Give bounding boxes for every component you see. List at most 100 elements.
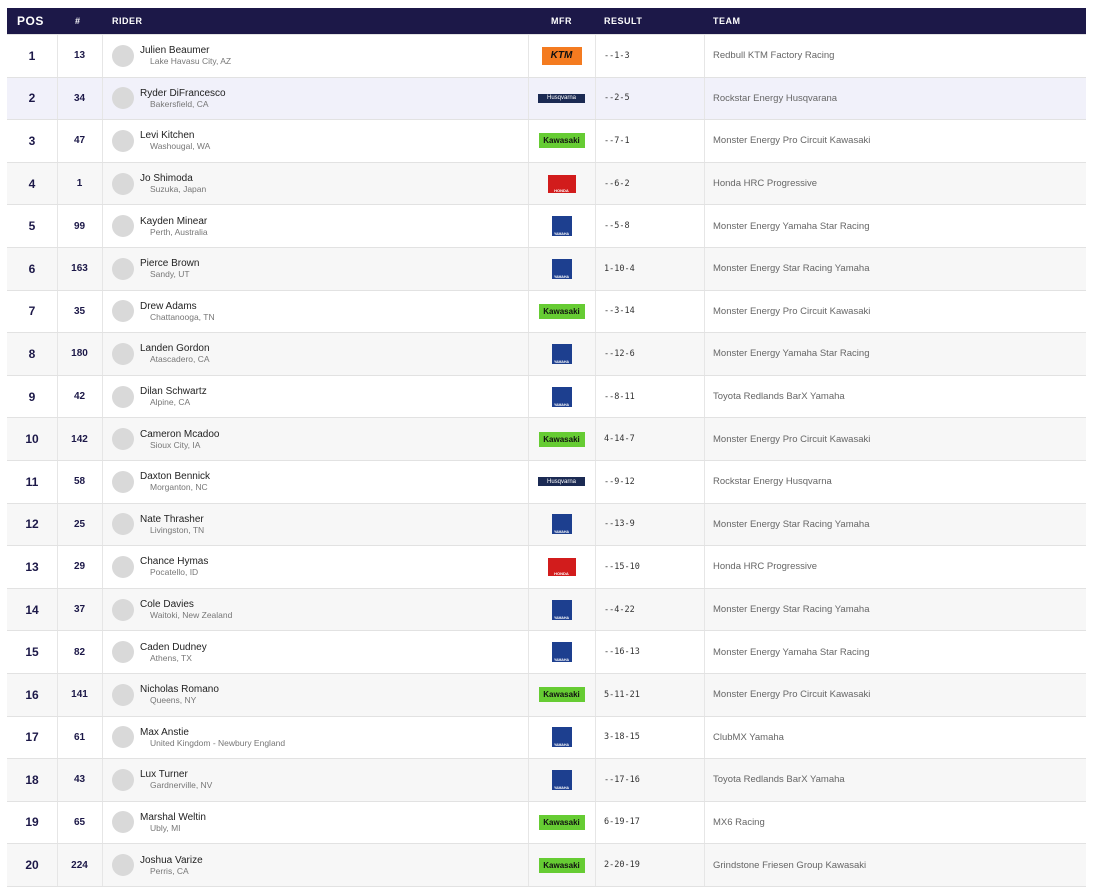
rider-text: Daxton Bennick Morganton, NC [140,471,210,492]
manufacturer-cell: KTM [528,35,595,77]
column-divider [595,205,596,247]
manufacturer-cell: YAMAHA [528,759,595,801]
team: Grindstone Friesen Group Kawasaki [713,859,867,871]
rider-name: Dilan Schwartz [140,386,207,398]
manufacturer-cell: Kawasaki [528,291,595,333]
rider-avatar [112,641,134,664]
column-divider [704,375,705,418]
rider-cell: Jo Shimoda Suzuka, Japan [112,163,532,205]
rider-number: 42 [73,391,86,403]
result-row: 16 141 Nicholas Romano Queens, NY Kawasaki 5-… [7,673,1086,717]
rider-name: Joshua Varize [140,854,203,866]
result: --6-2 [604,178,630,189]
result: --13-9 [604,519,635,530]
rider-avatar [112,683,134,706]
rider-text: Ryder DiFrancesco Bakersfield, CA [140,88,226,109]
rider-name: Caden Dudney [140,641,207,653]
rider-name: Jo Shimoda [140,173,193,185]
column-divider [528,247,529,290]
column-divider [704,631,705,673]
column-divider [102,716,103,759]
rider-name: Nate Thrasher [140,513,204,525]
column-divider [102,205,103,247]
position: 3 [28,133,36,148]
manufacturer-cell: Husqvarna [528,461,595,503]
rider-text: Nate Thrasher Livingston, TN [140,514,204,535]
rider-number: 180 [71,348,88,360]
rider-text: Cole Davies Waitoki, New Zealand [140,599,232,620]
column-divider [102,546,103,588]
rider-cell: Ryder DiFrancesco Bakersfield, CA [112,78,532,120]
column-divider [528,418,529,460]
column-divider [102,759,103,801]
rider-text: Landen Gordon Atascadero, CA [140,343,210,364]
column-divider [57,375,58,418]
rider-name: Chance Hymas [140,556,209,568]
manufacturer-logo: Husqvarna [538,93,585,103]
column-divider [595,503,596,546]
rider-text: Drew Adams Chattanooga, TN [140,301,215,322]
rider-name: Max Anstie [140,726,189,738]
manufacturer-logo: Kawasaki [538,133,585,149]
manufacturer-cell: Kawasaki [528,120,595,162]
rider-avatar [112,385,134,408]
column-divider [57,120,58,162]
position: 12 [25,517,39,532]
column-divider [528,162,529,205]
column-divider [595,716,596,759]
column-divider [57,77,58,120]
manufacturer-logo: HONDA [547,557,576,576]
manufacturer-cell: YAMAHA [528,631,595,673]
rider-name: Cameron Mcadoo [140,428,220,440]
rider-number: 13 [73,50,86,62]
manufacturer-logo: Kawasaki [538,814,585,830]
rider-name: Ryder DiFrancesco [140,87,226,99]
result-row: 9 42 Dilan Schwartz Alpine, CA YAMAHA --8-11 T… [7,375,1086,419]
column-divider [102,801,103,844]
column-divider [102,503,103,546]
column-divider [595,35,596,77]
team: Rockstar Energy Husqvarna [713,476,832,488]
rider-avatar [112,555,134,578]
column-divider [595,673,596,716]
result: --16-13 [604,647,640,658]
rider-number: 99 [73,220,86,232]
team: Redbull KTM Factory Racing [713,50,835,62]
manufacturer-cell: YAMAHA [528,333,595,375]
position: 14 [25,602,39,617]
result: --1-3 [604,50,630,61]
rider-text: Marshal Weltin Ubly, MI [140,812,206,833]
column-divider [595,418,596,460]
position: 13 [25,559,39,574]
column-divider [595,162,596,205]
column-divider [57,247,58,290]
column-divider [528,588,529,631]
result-row: 2 34 Ryder DiFrancesco Bakersfield, CA Husqv… [7,77,1086,121]
hometown: Chattanooga, TN [150,311,215,322]
team: Monster Energy Yamaha Star Racing [713,646,870,658]
team: Toyota Redlands BarX Yamaha [713,391,845,403]
result: --4-22 [604,604,635,615]
rider-cell: Daxton Bennick Morganton, NC [112,461,532,503]
manufacturer-logo: Kawasaki [538,431,585,447]
column-divider [595,759,596,801]
position: 17 [25,730,39,745]
column-divider [102,588,103,631]
column-divider [57,759,58,801]
hometown: Athens, TX [150,652,192,663]
rider-avatar [112,811,134,834]
column-divider [704,247,705,290]
team: Monster Energy Star Racing Yamaha [713,604,870,616]
manufacturer-cell: Kawasaki [528,418,595,460]
rider-text: Pierce Brown Sandy, UT [140,258,199,279]
result-row: 19 65 Marshal Weltin Ubly, MI Kawasaki 6-19-1… [7,801,1086,845]
manufacturer-logo: YAMAHA [551,769,572,790]
result: --17-16 [604,774,640,785]
column-divider [704,503,705,546]
manufacturer-cell: HONDA [528,546,595,588]
column-divider [595,120,596,162]
manufacturer-cell: YAMAHA [528,504,595,546]
position: 15 [25,645,39,660]
column-divider [704,418,705,460]
result-row: 11 58 Daxton Bennick Morganton, NC Husqvarna… [7,460,1086,504]
